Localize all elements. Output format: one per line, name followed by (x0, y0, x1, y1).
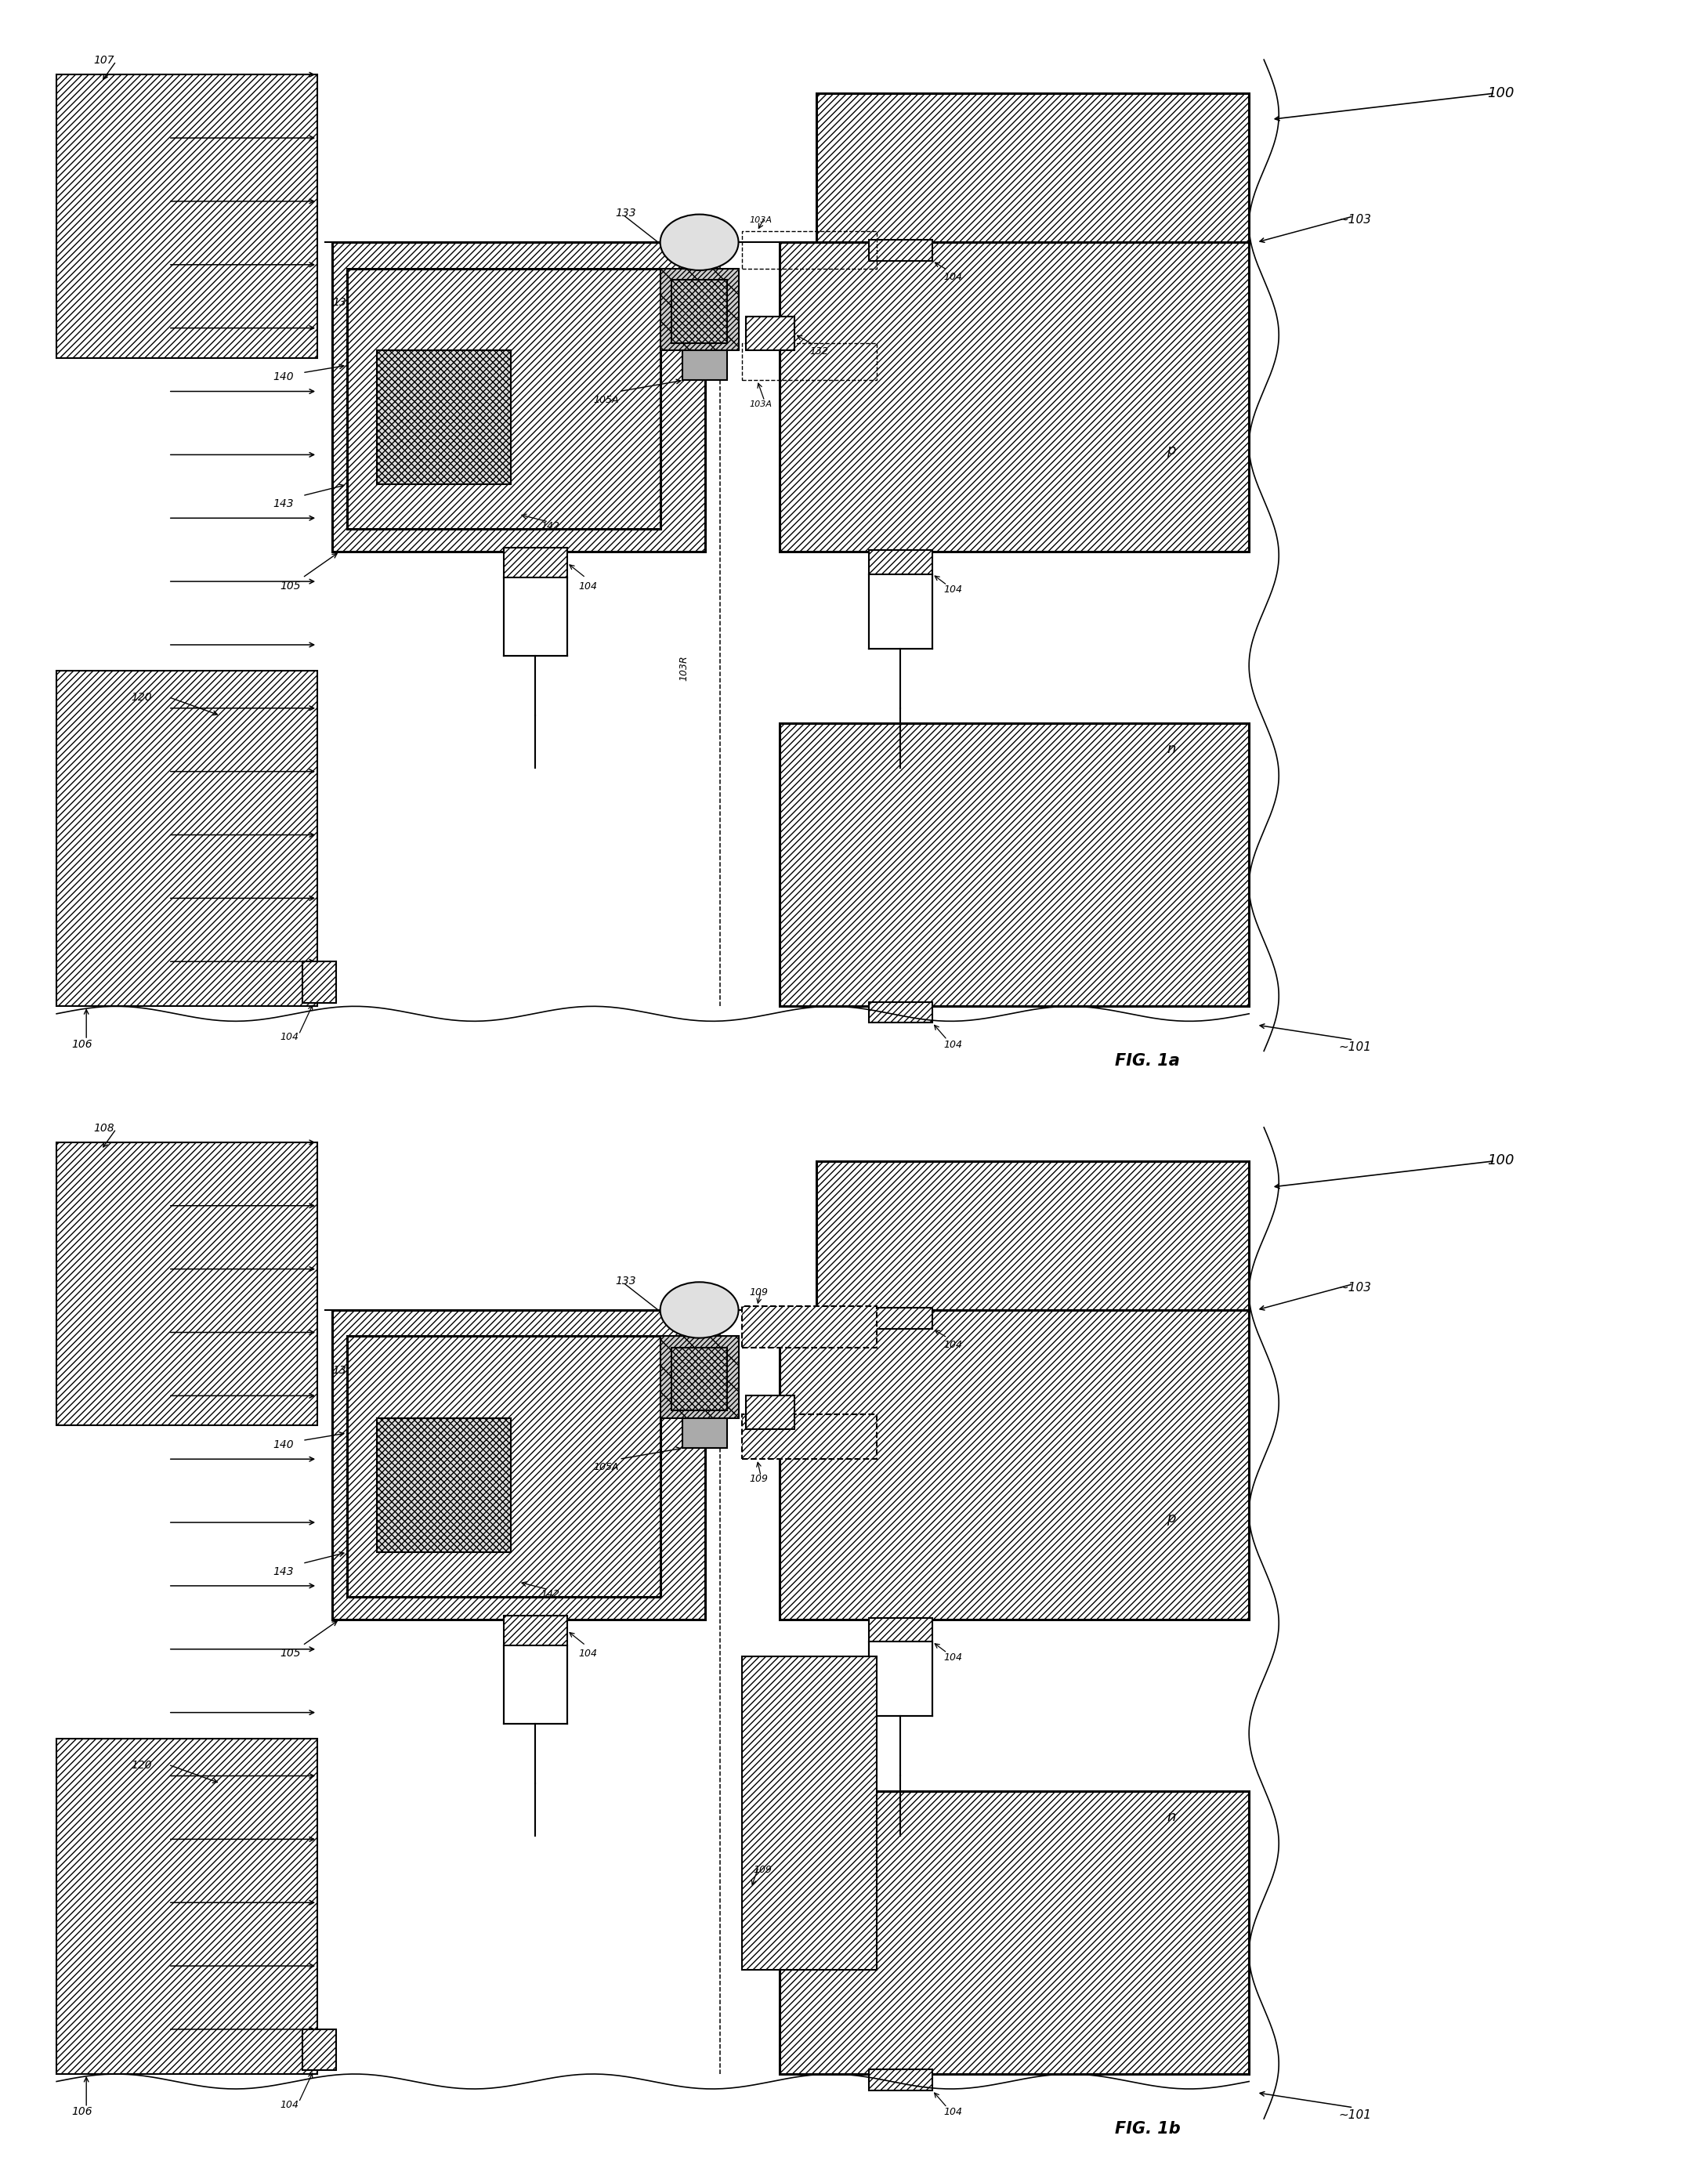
Bar (347, 268, 661, 529)
Bar (56, 1739, 318, 2074)
Bar (743, 1656, 876, 1970)
Bar (869, 240, 933, 261)
Text: 108: 108 (94, 1122, 114, 1133)
Text: 130: 130 (333, 1364, 354, 1375)
Text: 133: 133 (615, 1275, 637, 1286)
Text: 140: 140 (273, 1440, 294, 1451)
Text: 104: 104 (943, 272, 962, 281)
Text: 103A: 103A (750, 216, 772, 224)
Text: 130: 130 (333, 296, 354, 307)
Ellipse shape (661, 214, 738, 270)
Bar (816, 94, 1249, 242)
Text: ~103: ~103 (1339, 1281, 1372, 1294)
Text: 105: 105 (280, 580, 301, 591)
Bar (743, 1414, 876, 1460)
Text: 140: 140 (273, 373, 294, 384)
Text: 105A: 105A (593, 394, 618, 405)
Text: 141: 141 (415, 1490, 430, 1497)
Text: 105: 105 (280, 1647, 301, 1658)
Text: 131: 131 (683, 1381, 699, 1390)
Ellipse shape (661, 1281, 738, 1338)
Text: 105A: 105A (593, 1462, 618, 1473)
Bar (56, 671, 318, 1007)
Bar (779, 723, 1249, 1007)
Text: ~101: ~101 (1339, 2109, 1372, 2120)
Bar (746, 1397, 794, 1429)
Bar (302, 961, 336, 1002)
Text: p: p (1167, 1512, 1175, 1525)
Bar (333, 242, 705, 551)
Bar (661, 1336, 738, 1419)
Bar (671, 279, 728, 342)
Bar (661, 268, 738, 351)
Text: 142: 142 (541, 521, 560, 532)
Bar (869, 549, 933, 573)
Bar (869, 1307, 933, 1329)
Bar (504, 1615, 567, 1645)
Bar (743, 231, 876, 268)
Bar (302, 2029, 336, 2070)
Bar (816, 1161, 1249, 1310)
Text: 107: 107 (94, 54, 114, 65)
Text: 104: 104 (280, 2101, 299, 2109)
Text: 103A: 103A (750, 401, 772, 407)
Text: 106: 106 (72, 1039, 92, 1050)
Text: 104: 104 (579, 582, 598, 591)
Text: 143: 143 (273, 499, 294, 510)
Text: FIG. 1b: FIG. 1b (1115, 2120, 1180, 2138)
Text: FIG. 1a: FIG. 1a (1115, 1052, 1180, 1070)
Bar (377, 351, 511, 484)
Text: 104: 104 (943, 584, 962, 595)
Bar (869, 1002, 933, 1022)
Text: 104: 104 (943, 1340, 962, 1349)
Text: ~101: ~101 (1339, 1042, 1372, 1052)
Bar (743, 342, 876, 379)
Bar (779, 242, 1249, 551)
Text: n: n (1167, 741, 1175, 756)
Text: 103R: 103R (678, 656, 688, 680)
Text: 133: 133 (615, 207, 637, 218)
Text: 120: 120 (132, 1761, 152, 1772)
Bar (347, 1336, 661, 1597)
Bar (779, 1791, 1249, 2074)
Text: 104: 104 (280, 1033, 299, 1042)
Bar (683, 1366, 728, 1447)
Text: 132: 132 (810, 346, 828, 357)
Text: 143: 143 (273, 1567, 294, 1578)
Text: 104: 104 (943, 1652, 962, 1663)
Text: 104: 104 (541, 1551, 560, 1562)
Text: 100: 100 (1488, 1153, 1515, 1168)
Text: 142: 142 (541, 1588, 560, 1599)
Bar (869, 2070, 933, 2090)
Bar (56, 1142, 318, 1425)
Bar (377, 1419, 511, 1551)
Text: 131: 131 (683, 314, 699, 322)
Bar (779, 1310, 1249, 1619)
Text: 104: 104 (541, 484, 560, 495)
Bar (56, 74, 318, 357)
Bar (746, 316, 794, 351)
Text: n: n (1167, 1809, 1175, 1824)
Bar (333, 1310, 705, 1619)
Text: 104: 104 (943, 1039, 962, 1050)
Text: 109: 109 (753, 1865, 772, 1876)
Text: 134: 134 (810, 1429, 828, 1438)
Bar (504, 547, 567, 577)
Text: 104: 104 (943, 2107, 962, 2118)
Bar (743, 1305, 876, 1347)
Text: 120: 120 (132, 693, 152, 704)
Bar (671, 1347, 728, 1410)
Text: 109: 109 (750, 1288, 769, 1297)
Text: 104: 104 (579, 1650, 598, 1658)
Bar (869, 1617, 933, 1641)
Text: 100: 100 (1488, 85, 1515, 100)
Text: 141: 141 (415, 423, 430, 429)
Text: 106: 106 (72, 2107, 92, 2118)
Text: p: p (1167, 445, 1175, 458)
Text: ~103: ~103 (1339, 214, 1372, 227)
Text: 109: 109 (750, 1473, 769, 1484)
Bar (683, 299, 728, 379)
